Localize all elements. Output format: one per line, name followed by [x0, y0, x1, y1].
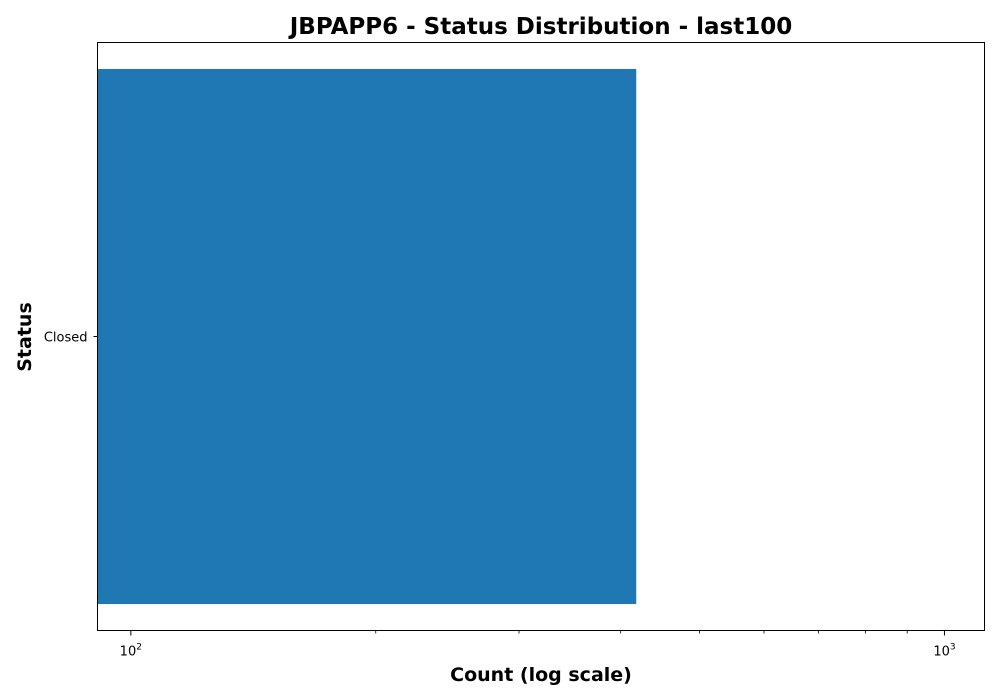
x-axis-label: Count (log scale): [450, 664, 632, 686]
x-tick-label: 102: [120, 643, 142, 660]
y-tick-label: Closed: [44, 331, 88, 346]
chart-title: JBPAPP6 - Status Distribution - last100: [288, 14, 793, 40]
axes: Closed 102 103: [44, 331, 956, 660]
x-tick-label: 103: [933, 643, 955, 660]
bar-closed: [97, 68, 637, 605]
plot-area: [97, 68, 637, 605]
y-axis-label: Status: [14, 302, 36, 372]
